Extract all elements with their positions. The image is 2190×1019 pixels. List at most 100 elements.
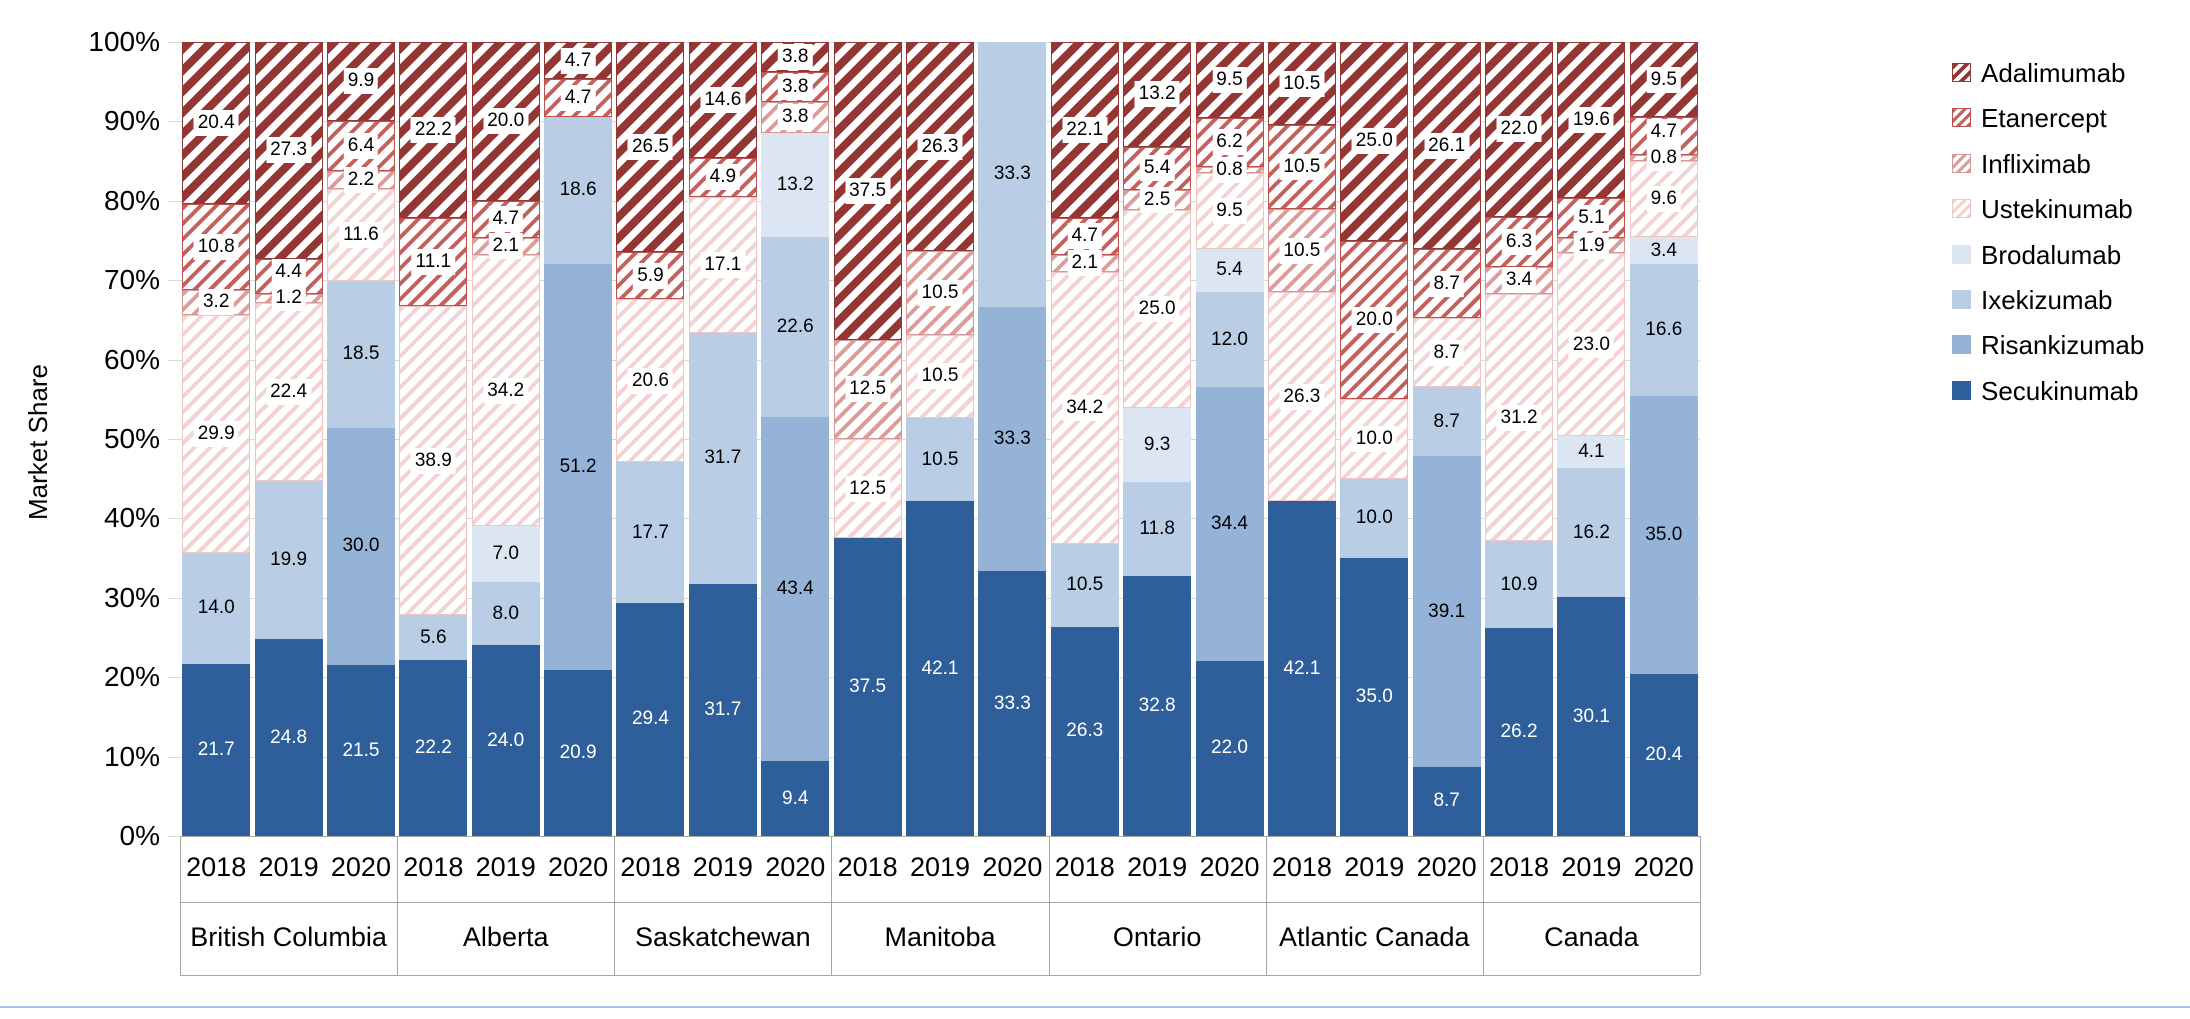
y-axis-tick-label: 60% <box>103 343 160 375</box>
bar-segment-label: 10.0 <box>1355 507 1393 529</box>
x-axis-group-separator <box>180 836 181 975</box>
bar-segment-ixekizumab <box>1340 478 1409 559</box>
bar-segment-brodalumab <box>471 526 540 582</box>
bar-segment-label: 4.9 <box>705 164 741 191</box>
bar-segment-label: 2.1 <box>1067 250 1102 277</box>
x-axis-group-separator <box>1700 836 1701 975</box>
bar-segment-label: 34.2 <box>1062 394 1108 421</box>
bar-segment-label: 42.1 <box>921 657 959 679</box>
bar-atlantic-canada-2020: 8.7 39.1 8.7 8.7 8.7 26.1 <box>1412 42 1481 836</box>
x-axis-group-label-canada: Canada <box>1544 922 1639 952</box>
x-axis-group-separator <box>397 836 399 975</box>
bar-segment-risankizumab <box>761 416 830 762</box>
bar-segment-label: 10.5 <box>1279 154 1325 181</box>
bar-segment-label: 3.8 <box>778 104 813 131</box>
bar-segment-secukinumab <box>254 639 323 836</box>
bar-segment-label: 10.9 <box>1500 573 1538 595</box>
bar-segment-label: 34.2 <box>483 377 529 404</box>
bar-segment-label: 18.6 <box>559 179 597 201</box>
bar-segment-label: 0.8 <box>1646 144 1682 171</box>
bar-segment-label: 23.0 <box>1568 331 1614 358</box>
bar-segment-label: 27.3 <box>266 137 312 164</box>
bar-segment-label: 3.4 <box>1650 239 1678 261</box>
bar-segment-label: 5.1 <box>1574 204 1609 231</box>
x-axis-year-label: 2018 <box>1054 852 1115 882</box>
bar-segment-label: 21.7 <box>197 738 235 760</box>
bar-segment-label: 20.4 <box>193 109 239 136</box>
bar-segment-ixekizumab <box>1123 481 1192 576</box>
x-axis-group-separator <box>1265 836 1267 975</box>
bar-segment-secukinumab <box>688 584 757 836</box>
bar-segment-label: 4.1 <box>1578 441 1605 463</box>
legend-swatch-infliximab-icon <box>1952 153 1971 173</box>
bar-segment-label: 19.6 <box>1568 106 1614 133</box>
bar-segment-secukinumab <box>1557 597 1626 836</box>
bar-segment-ixekizumab <box>254 481 323 640</box>
y-axis-tick-label: 40% <box>103 502 160 534</box>
bar-segment-secukinumab <box>906 501 974 836</box>
y-axis-tick-label: 0% <box>119 820 160 851</box>
bar-segment-label: 9.6 <box>1646 186 1682 213</box>
x-axis-tier-divider <box>180 902 1700 903</box>
bar-segment-risankizumab <box>1195 387 1264 661</box>
bar-segment-label: 26.1 <box>1424 132 1470 159</box>
bar-segment-label: 12.5 <box>845 475 891 502</box>
bar-saskatchewan-2018: 29.4 17.7 20.6 5.9 26.5 <box>616 42 685 836</box>
x-axis-year-label: 2019 <box>1561 852 1622 882</box>
bar-segment-ixekizumab <box>978 42 1047 307</box>
legend-item-ustekinumab: Ustekinumab <box>1952 194 2182 224</box>
x-axis-year-label: 2018 <box>837 852 898 882</box>
bar-segment-ixekizumab <box>761 237 830 417</box>
bar-segment-ixekizumab <box>688 332 757 585</box>
bar-segment-secukinumab <box>544 670 613 836</box>
x-axis-year-label: 2019 <box>1344 852 1405 882</box>
bar-segment-label: 13.2 <box>1134 81 1180 108</box>
legend-label: Etanercept <box>1981 103 2107 134</box>
bar-segment-label: 7.0 <box>492 543 519 565</box>
bar-segment-label: 8.7 <box>1433 790 1460 812</box>
x-axis-year-label: 2020 <box>982 852 1043 882</box>
bar-segment-label: 9.5 <box>1212 198 1247 225</box>
bar-segment-label: 39.1 <box>1428 600 1466 622</box>
bar-segment-label: 9.4 <box>782 787 809 809</box>
bar-segment-label: 24.0 <box>487 729 525 751</box>
bar-canada-2020: 20.4 35.0 16.6 3.4 9.6 0.8 4.7 9.5 <box>1629 42 1698 836</box>
bar-segment-label: 20.4 <box>1645 744 1683 765</box>
y-axis-tick-label: 10% <box>103 740 160 772</box>
bar-segment-secukinumab <box>1340 558 1409 836</box>
bar-segment-label: 9.3 <box>1143 433 1171 455</box>
y-axis-tick-label: 100% <box>88 26 160 57</box>
bar-segment-label: 25.0 <box>1351 128 1397 155</box>
bar-segment-label: 33.3 <box>993 692 1031 714</box>
legend-label: Secukinumab <box>1981 375 2139 406</box>
bar-segment-label: 4.4 <box>271 259 306 286</box>
legend-item-risankizumab: Risankizumab <box>1952 330 2182 360</box>
bar-segment-label: 22.2 <box>414 736 452 758</box>
bar-segment-label: 4.7 <box>560 84 596 111</box>
bar-segment-secukinumab <box>1267 501 1336 836</box>
bar-segment-label: 10.5 <box>921 448 959 470</box>
x-axis-year-label: 2019 <box>258 852 319 882</box>
bar-atlantic-canada-2018: 42.1 26.3 10.5 10.5 10.5 <box>1267 42 1336 836</box>
bar-segment-secukinumab <box>1123 575 1192 836</box>
x-axis-group-label-ontario: Ontario <box>1112 922 1202 952</box>
legend-label: Ixekizumab <box>1981 285 2113 315</box>
bar-segment-label: 5.4 <box>1216 259 1243 281</box>
bar-segment-ixekizumab <box>1557 468 1626 598</box>
legend-swatch-secukinumab-icon <box>1952 380 1971 400</box>
bar-segment-ixekizumab <box>1195 291 1264 388</box>
bar-segment-label: 6.3 <box>1501 228 1537 255</box>
bar-alberta-2018: 22.2 5.6 38.9 11.1 22.2 <box>399 42 468 836</box>
bar-segment-ixekizumab <box>1050 543 1119 627</box>
bar-segment-secukinumab <box>399 659 468 836</box>
bar-segment-label: 8.7 <box>1429 339 1464 366</box>
bar-segment-label: 24.8 <box>270 726 308 748</box>
bar-segment-label: 22.6 <box>776 316 814 338</box>
bar-segment-brodalumab <box>761 132 830 238</box>
bar-segment-label: 8.7 <box>1429 270 1464 297</box>
bar-segment-label: 26.5 <box>627 134 673 161</box>
bar-segment-secukinumab <box>978 571 1047 836</box>
legend-swatch-brodalumab-icon <box>1952 244 1971 264</box>
bar-british-columbia-2019: 24.8 19.9 22.4 1.2 4.4 27.3 <box>254 42 323 836</box>
bar-segment-label: 11.1 <box>411 249 456 276</box>
